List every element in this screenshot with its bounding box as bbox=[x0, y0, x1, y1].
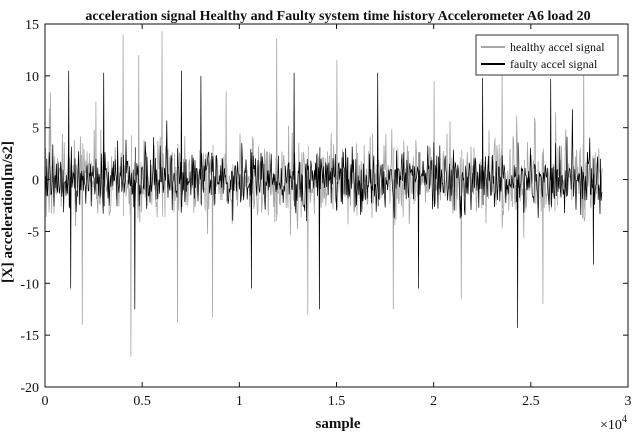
x-axis-label: sample bbox=[316, 416, 361, 432]
x-tick-label: 1 bbox=[236, 394, 243, 409]
chart-title: acceleration signal Healthy and Faulty s… bbox=[85, 9, 590, 24]
x-axis-multiplier: ×104 bbox=[600, 414, 627, 433]
x-tick-label: 2 bbox=[430, 394, 437, 409]
series-line-faulty bbox=[44, 70, 603, 328]
x-tick-label: 3 bbox=[625, 394, 632, 409]
x-tick-label: 2.5 bbox=[522, 394, 540, 409]
y-tick-label: 5 bbox=[32, 122, 39, 137]
legend: healthy accel signal faulty accel signal bbox=[475, 34, 619, 76]
x-tick-label: 0.5 bbox=[133, 394, 151, 409]
y-tick-label: -15 bbox=[20, 329, 39, 344]
x-axis-multiplier-base: ×10 bbox=[600, 418, 622, 433]
y-axis-label: [X] acceleration[m/s2] bbox=[0, 141, 16, 283]
y-tick-label: 0 bbox=[32, 174, 39, 189]
legend-label-faulty: faulty accel signal bbox=[510, 57, 598, 71]
legend-label-healthy: healthy accel signal bbox=[510, 40, 605, 54]
x-tick-label: 0 bbox=[42, 394, 49, 409]
x-axis-multiplier-exponent: 4 bbox=[622, 414, 627, 425]
series-line-healthy bbox=[44, 31, 603, 357]
x-tick-label: 1.5 bbox=[328, 394, 346, 409]
y-tick-label: -20 bbox=[20, 381, 39, 396]
y-tick-label: 15 bbox=[25, 18, 39, 33]
series-layer bbox=[44, 31, 603, 357]
y-tick-label: 10 bbox=[25, 70, 39, 85]
y-tick-label: -5 bbox=[27, 225, 39, 240]
legend-box bbox=[475, 34, 619, 76]
ticks-layer: 0 0.5 1 1.5 2 2.5 3 -20 -15 -10 -5 0 5 10 15 bbox=[20, 18, 631, 409]
y-tick-label: -10 bbox=[20, 277, 39, 292]
